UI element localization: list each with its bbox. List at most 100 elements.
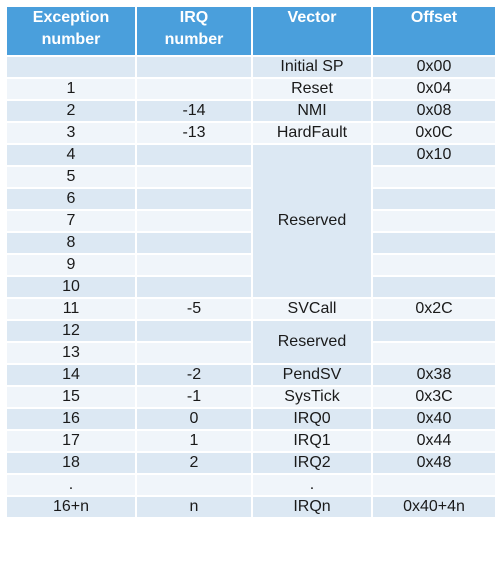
- irq-cell: [135, 209, 253, 233]
- offset-cell: 0x40: [371, 407, 497, 431]
- table-row: 5: [5, 165, 497, 189]
- vector-cell: NMI: [251, 99, 373, 123]
- exception-cell: .: [5, 473, 137, 497]
- offset-cell: [371, 187, 497, 211]
- header-offset-text: Offset: [410, 9, 458, 26]
- table-row: 12 Reserved: [5, 319, 497, 365]
- exception-cell: 6: [5, 187, 137, 211]
- vector-cell: SysTick: [251, 385, 373, 409]
- offset-cell: 0x48: [371, 451, 497, 475]
- exception-cell: 11: [5, 297, 137, 321]
- vector-cell: PendSV: [251, 363, 373, 387]
- header-irq-text: IRQ number: [164, 9, 224, 48]
- table-row: 14 -2 PendSV 0x38: [5, 363, 497, 387]
- vector-cell-reserved: Reserved: [251, 319, 373, 365]
- irq-cell: 2: [135, 451, 253, 475]
- offset-cell: [371, 253, 497, 277]
- offset-cell: [371, 209, 497, 233]
- vector-cell-reserved: Reserved: [251, 143, 373, 299]
- vector-cell: SVCall: [251, 297, 373, 321]
- exception-cell: 12: [5, 319, 137, 343]
- offset-cell: 0x04: [371, 77, 497, 101]
- irq-cell: -2: [135, 363, 253, 387]
- offset-cell: 0x40+4n: [371, 495, 497, 519]
- table-row: 10: [5, 275, 497, 299]
- irq-cell: [135, 187, 253, 211]
- offset-cell: 0x00: [371, 55, 497, 79]
- exception-cell: 8: [5, 231, 137, 255]
- exception-cell: 16+n: [5, 495, 137, 519]
- table-row: 17 1 IRQ1 0x44: [5, 429, 497, 453]
- table-row: 16 0 IRQ0 0x40: [5, 407, 497, 431]
- exception-cell: 1: [5, 77, 137, 101]
- header-irq-number: IRQ number: [135, 5, 253, 57]
- irq-cell: [135, 341, 253, 365]
- exception-cell: 3: [5, 121, 137, 145]
- irq-cell: [135, 275, 253, 299]
- vector-cell: IRQn: [251, 495, 373, 519]
- offset-cell: [371, 231, 497, 255]
- vector-cell: HardFault: [251, 121, 373, 145]
- irq-cell: [135, 231, 253, 255]
- vector-cell: IRQ1: [251, 429, 373, 453]
- offset-cell: 0x38: [371, 363, 497, 387]
- offset-cell: 0x44: [371, 429, 497, 453]
- offset-cell: 0x10: [371, 143, 497, 167]
- table-row: 4 Reserved 0x10: [5, 143, 497, 299]
- table-row: Initial SP 0x00: [5, 55, 497, 79]
- irq-cell: -1: [135, 385, 253, 409]
- table-row: 18 2 IRQ2 0x48: [5, 451, 497, 475]
- offset-cell: [371, 319, 497, 343]
- table-row: 6: [5, 187, 497, 211]
- offset-cell: 0x3C: [371, 385, 497, 409]
- offset-cell: [371, 275, 497, 299]
- table-row: 3 -13 HardFault 0x0C: [5, 121, 497, 145]
- table-row: 1 Reset 0x04: [5, 77, 497, 101]
- exception-cell: 14: [5, 363, 137, 387]
- table-row: 16+n n IRQn 0x40+4n: [5, 495, 497, 519]
- irq-cell: -13: [135, 121, 253, 145]
- vector-table: Exception number IRQ number Vector Offse…: [5, 5, 497, 519]
- irq-cell: 0: [135, 407, 253, 431]
- exception-cell: 5: [5, 165, 137, 189]
- irq-cell: 1: [135, 429, 253, 453]
- header-exception-text: Exception number: [32, 9, 110, 48]
- offset-cell: 0x0C: [371, 121, 497, 145]
- header-vector-text: Vector: [287, 9, 337, 26]
- irq-cell: [135, 55, 253, 79]
- exception-cell: 4: [5, 143, 137, 167]
- irq-cell: [135, 473, 253, 497]
- offset-cell: [371, 165, 497, 189]
- exception-cell: 18: [5, 451, 137, 475]
- header-row: Exception number IRQ number Vector Offse…: [5, 5, 497, 57]
- irq-cell: [135, 253, 253, 277]
- table-row: 8: [5, 231, 497, 255]
- offset-cell: 0x2C: [371, 297, 497, 321]
- vector-cell: Reset: [251, 77, 373, 101]
- exception-cell: 17: [5, 429, 137, 453]
- table-row: 9: [5, 253, 497, 277]
- irq-cell: -14: [135, 99, 253, 123]
- offset-cell: 0x08: [371, 99, 497, 123]
- table-row: 2 -14 NMI 0x08: [5, 99, 497, 123]
- table-row: . .: [5, 473, 497, 497]
- irq-cell: [135, 319, 253, 343]
- exception-cell: 15: [5, 385, 137, 409]
- offset-cell: [371, 473, 497, 497]
- exception-cell: [5, 55, 137, 79]
- vector-cell: IRQ0: [251, 407, 373, 431]
- exception-cell: 2: [5, 99, 137, 123]
- irq-cell: [135, 165, 253, 189]
- exception-cell: 10: [5, 275, 137, 299]
- irq-cell: [135, 143, 253, 167]
- table-row: 11 -5 SVCall 0x2C: [5, 297, 497, 321]
- header-exception-number: Exception number: [5, 5, 137, 57]
- vector-cell: .: [251, 473, 373, 497]
- table-row: 13: [5, 341, 497, 365]
- offset-cell: [371, 341, 497, 365]
- exception-cell: 7: [5, 209, 137, 233]
- table-row: 15 -1 SysTick 0x3C: [5, 385, 497, 409]
- exception-cell: 16: [5, 407, 137, 431]
- irq-cell: [135, 77, 253, 101]
- table-row: 7: [5, 209, 497, 233]
